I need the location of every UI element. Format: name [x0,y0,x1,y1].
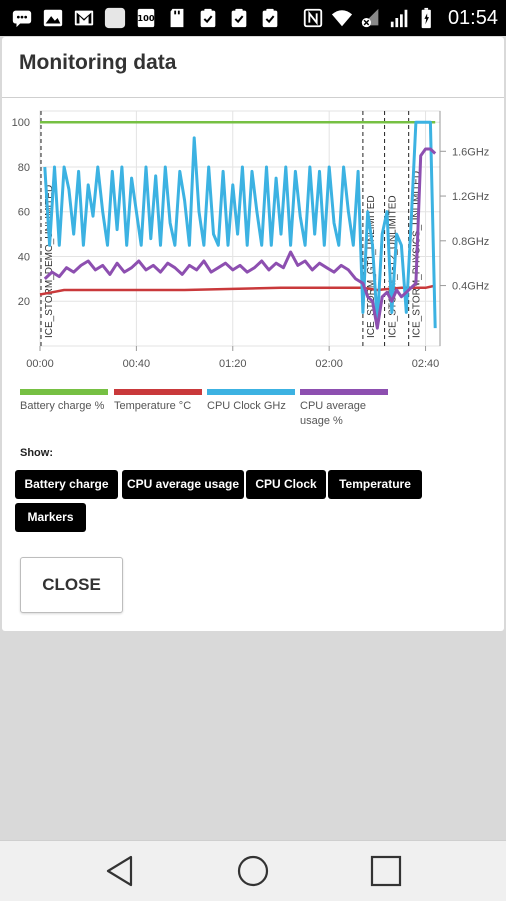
battery-icon [417,6,441,30]
x-tick-label: 02:40 [412,358,440,370]
y-right-tick-label: 1.6GHz [452,146,489,158]
legend-label-cpu-clock: CPU Clock GHz [207,400,286,412]
legend-label-temperature: Temperature °C [114,400,192,412]
legend-label-cpu-usage: CPU average usage % [300,400,367,427]
monitoring-chart: 100 80 60 40 20 1.6GHz 1.2GHz 0.8GHz 0.4GHz 00:00… [2,37,504,387]
back-icon[interactable] [103,854,137,888]
markers-toggle-button[interactable]: Markers [15,503,86,532]
legend-item-cpu-clock: CPU Clock GHz [207,389,295,414]
y-right-tick-label: 0.8GHz [452,236,489,248]
battery-charge-toggle-button[interactable]: Battery charge [15,470,118,499]
show-label: Show: [20,447,53,459]
legend-item-cpu-usage: CPU average usage % [300,389,388,429]
app-icon [103,6,127,30]
chart-svg: 100 80 60 40 20 1.6GHz 1.2GHz 0.8GHz 0.4GHz 00:00… [12,110,489,370]
legend-swatch-cpu-usage [300,389,388,395]
benchmark-100-icon: 100 [134,6,158,30]
marker-label: ICE_STORM_DEMO_UNLIMITED [44,185,55,338]
cpu-clock-line [43,120,437,329]
x-tick-label: 00:00 [26,358,54,370]
status-clock: 01:54 [447,6,498,29]
monitoring-dialog: Monitoring data 100 80 60 40 20 1.6GHz 1.2GHz 0… [2,37,504,631]
gmail-icon [72,6,96,30]
navigation-bar [0,840,506,901]
dialog-title: Monitoring data [19,51,177,74]
y-right-tick-label: 0.4GHz [452,281,489,293]
wifi-icon [330,6,354,30]
sd-card-icon [165,6,189,30]
home-icon[interactable] [236,854,270,888]
cpu-average-usage-toggle-button[interactable]: CPU average usage [122,470,244,499]
cpu-usage-line [43,147,437,330]
marker-label: ICE_STORM_GT1_UNLIMITED [366,195,377,338]
x-tick-label: 02:00 [315,358,343,370]
clipboard-check-icon [196,6,220,30]
y-tick-label: 20 [18,296,30,308]
y-tick-label: 80 [18,162,30,174]
marker-label: ICE_STORM_GT2_UNLIMITED [388,195,399,338]
clipboard-check-icon [227,6,251,30]
legend-item-battery: Battery charge % [20,389,108,414]
title-divider [2,97,504,98]
y-tick-label: 100 [12,117,30,129]
legend-swatch-cpu-clock [207,389,295,395]
recent-apps-icon[interactable] [369,854,403,888]
signal-muted-icon [359,6,383,30]
status-bar: 100 01:54 [0,0,506,36]
y-right-tick-label: 1.2GHz [452,191,489,203]
badge-100-text: 100 [137,13,154,23]
legend-swatch-temperature [114,389,202,395]
y-tick-label: 60 [18,207,30,219]
x-tick-label: 01:20 [219,358,247,370]
x-tick-label: 00:40 [123,358,151,370]
clipboard-check-icon [258,6,282,30]
signal-bars-icon [388,6,412,30]
legend-label-battery: Battery charge % [20,400,105,412]
notification-icons: 100 [10,6,282,30]
close-button[interactable]: CLOSE [20,557,123,613]
legend-item-temperature: Temperature °C [114,389,202,414]
system-icons: 01:54 [301,6,498,30]
temperature-toggle-button[interactable]: Temperature [328,470,422,499]
messages-icon [10,6,34,30]
cpu-clock-toggle-button[interactable]: CPU Clock [246,470,326,499]
nfc-icon [301,6,325,30]
gallery-icon [41,6,65,30]
y-tick-label: 40 [18,251,30,263]
legend-swatch-battery [20,389,108,395]
